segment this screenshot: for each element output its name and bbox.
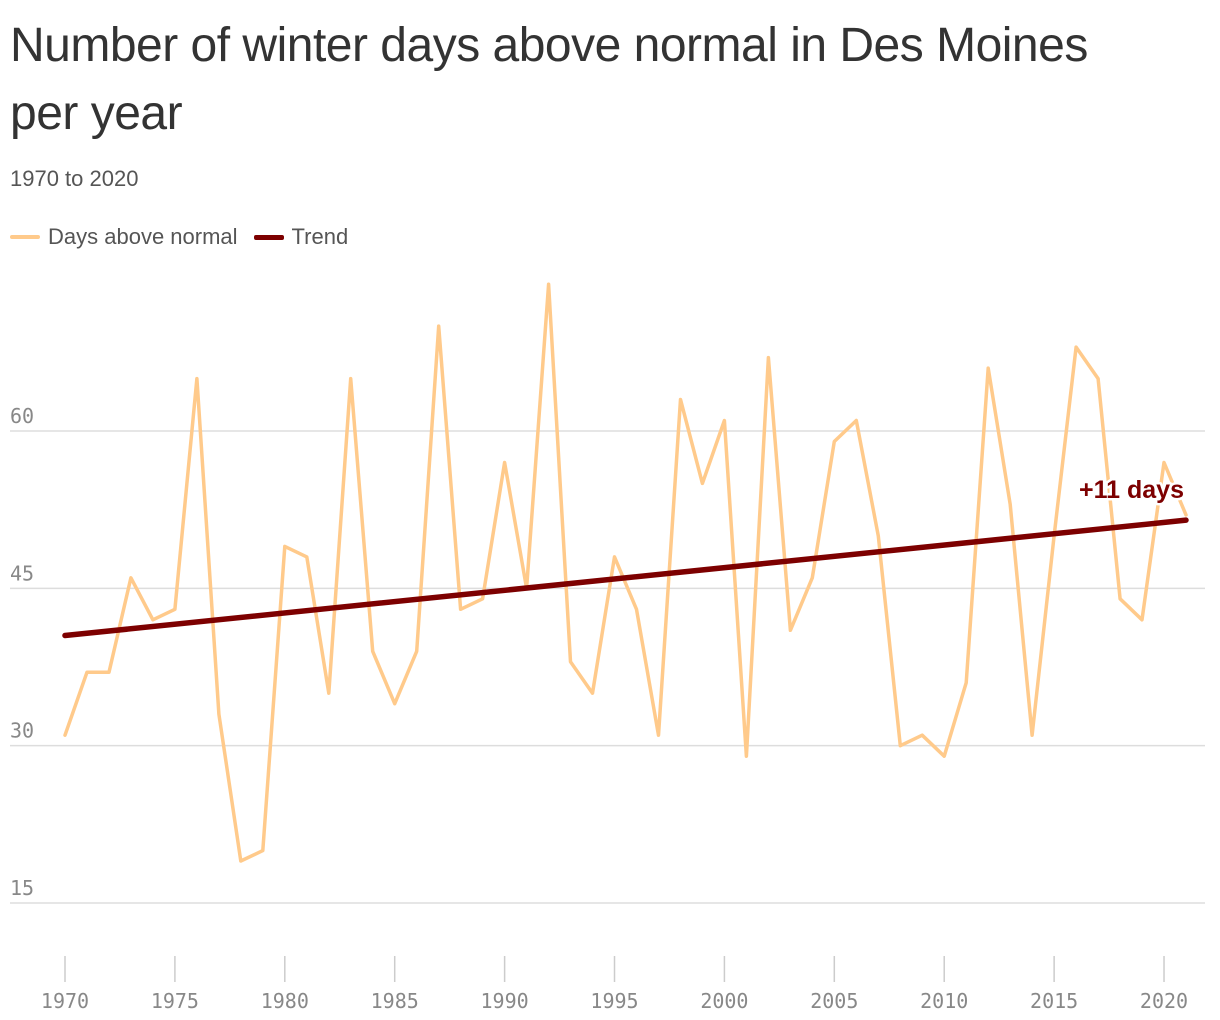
x-tick-label-1990: 1990 <box>481 989 529 1013</box>
legend: Days above normal Trend <box>10 224 364 250</box>
x-tick-label-2015: 2015 <box>1030 989 1078 1013</box>
legend-label-trend: Trend <box>291 224 349 249</box>
y-tick-label-60: 60 <box>10 404 34 428</box>
legend-item-days-above-normal: Days above normal <box>10 224 238 250</box>
series-line-trend <box>62 517 1189 639</box>
chart-subtitle: 1970 to 2020 <box>10 166 139 191</box>
legend-swatch-trend <box>253 234 284 240</box>
legend-swatch-days-above-normal <box>10 235 40 239</box>
x-tick-label-2005: 2005 <box>810 989 858 1013</box>
x-tick-label-2020: 2020 <box>1140 989 1188 1013</box>
x-tick-label-1970: 1970 <box>41 989 89 1013</box>
x-tick-label-1985: 1985 <box>371 989 419 1013</box>
trend-annotation-label: +11 days <box>1079 476 1184 504</box>
chart-title: Number of winter days above normal in De… <box>10 19 1088 140</box>
series-line-days-above-normal <box>63 282 1188 863</box>
x-tick-label-2010: 2010 <box>920 989 968 1013</box>
y-tick-label-30: 30 <box>10 719 34 743</box>
series-layer <box>62 282 1189 863</box>
legend-item-trend: Trend <box>253 224 349 250</box>
y-tick-label-15: 15 <box>10 876 34 900</box>
annotation-layer: +11 days <box>1077 474 1187 507</box>
y-tick-label-45: 45 <box>10 561 34 585</box>
x-axis: 1970 1975 1980 1985 1990 1995 2000 2005 2010 2015… <box>41 956 1188 1013</box>
x-tick-label-1975: 1975 <box>151 989 199 1013</box>
legend-label-days-above-normal: Days above normal <box>48 224 238 249</box>
y-axis: 15 30 45 60 <box>10 404 34 900</box>
x-tick-label-1995: 1995 <box>590 989 638 1013</box>
x-tick-label-1980: 1980 <box>261 989 309 1013</box>
x-tick-label-2000: 2000 <box>700 989 748 1013</box>
